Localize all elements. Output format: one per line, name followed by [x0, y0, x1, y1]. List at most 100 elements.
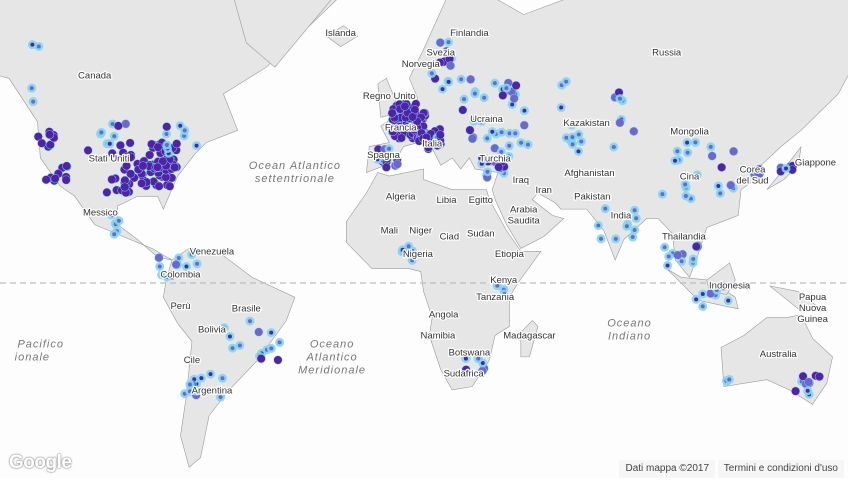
heat-point — [46, 140, 55, 149]
heat-point — [611, 144, 616, 149]
heat-point — [400, 247, 405, 252]
heat-point — [706, 289, 715, 298]
country-label: Papua — [799, 292, 827, 303]
heat-point — [490, 144, 499, 153]
heat-point — [729, 147, 738, 156]
heat-point — [485, 136, 490, 141]
heat-point — [36, 44, 41, 49]
heat-point — [512, 81, 521, 90]
country-label: Kenya — [490, 275, 518, 286]
new-guinea-landmass — [769, 285, 826, 313]
heat-point — [519, 140, 524, 145]
terms-link[interactable]: Termini e condizioni d'uso — [717, 460, 844, 478]
heat-point — [506, 154, 511, 159]
heat-point — [718, 191, 723, 196]
iceland-landmass — [325, 25, 359, 48]
heat-point — [397, 133, 406, 142]
madagascar-landmass — [520, 320, 539, 358]
heat-point — [476, 356, 481, 361]
country-label: Thailandia — [662, 232, 707, 243]
country-label: Corea — [740, 165, 767, 176]
heat-point — [462, 97, 467, 102]
heat-point — [463, 356, 468, 361]
heat-point — [570, 135, 575, 140]
africa-landmass — [346, 168, 542, 391]
heat-point — [112, 232, 117, 237]
heat-point — [462, 365, 471, 374]
heat-point — [31, 99, 36, 104]
heat-point — [679, 259, 684, 264]
country-label: Spagna — [367, 150, 400, 161]
heat-point — [227, 334, 232, 339]
country-label: Namibia — [420, 330, 456, 341]
heat-point — [159, 272, 164, 277]
heat-point — [435, 58, 444, 67]
heat-point — [62, 176, 71, 185]
heat-point — [388, 109, 397, 118]
heat-point — [510, 102, 515, 107]
country-label: Stati Uniti — [89, 154, 130, 165]
country-label: Norvegia — [402, 59, 441, 70]
heat-point — [665, 263, 670, 268]
country-label: Iran — [536, 185, 552, 196]
heat-point — [483, 156, 488, 161]
heat-point — [42, 175, 51, 184]
country-label: Canada — [78, 70, 112, 81]
heat-point — [446, 79, 451, 84]
heat-point — [579, 139, 584, 144]
heat-point — [485, 169, 490, 174]
heat-point — [504, 86, 509, 91]
heat-point — [726, 181, 735, 190]
heat-point — [700, 291, 705, 296]
country-label: Finlandia — [450, 28, 489, 39]
ocean-label: Ocean Atlantico — [249, 160, 341, 172]
heat-point — [799, 372, 808, 381]
heat-point — [34, 132, 43, 141]
country-label: Ciad — [440, 232, 460, 243]
heat-point — [673, 158, 678, 163]
heat-point — [114, 121, 123, 130]
heat-point — [410, 125, 419, 134]
heat-point — [109, 212, 114, 217]
country-label: Argentina — [192, 385, 233, 396]
map-data-attribution[interactable]: Dati mappa ©2017 — [619, 460, 715, 478]
heat-point — [632, 227, 637, 232]
land-layer — [0, 0, 848, 468]
heat-point — [257, 354, 266, 363]
heat-point — [192, 377, 197, 382]
heat-point — [165, 182, 174, 191]
heat-point — [393, 160, 402, 169]
country-label: Messico — [83, 207, 118, 218]
country-label: Etiopia — [495, 249, 525, 260]
heat-point — [424, 143, 433, 152]
heat-point — [187, 382, 192, 387]
heat-point — [108, 149, 117, 158]
heat-point — [495, 283, 500, 288]
heat-point — [805, 388, 810, 393]
heat-point — [445, 54, 454, 63]
country-label: Botswana — [448, 347, 490, 358]
heat-point — [479, 119, 484, 124]
country-label: Australia — [760, 349, 798, 360]
country-label: Mongolia — [670, 126, 709, 137]
heat-point — [694, 297, 699, 302]
country-label: Ucraina — [470, 114, 503, 125]
country-label: Turchia — [479, 154, 511, 165]
country-label: Nuova — [799, 303, 827, 314]
heat-point — [791, 387, 800, 396]
heat-point — [126, 138, 135, 147]
heat-point — [99, 130, 104, 135]
country-label: Sudafrica — [444, 368, 485, 379]
ocean-label: settentrionale — [255, 173, 335, 185]
ocean-label: Indiano — [608, 330, 651, 342]
heat-point — [178, 123, 183, 128]
heat-point — [459, 77, 464, 82]
heat-point — [440, 87, 445, 92]
heat-point — [683, 182, 688, 187]
heat-point — [478, 367, 487, 376]
heat-point — [708, 152, 717, 161]
heat-point — [815, 372, 824, 381]
heat-point — [727, 377, 732, 382]
